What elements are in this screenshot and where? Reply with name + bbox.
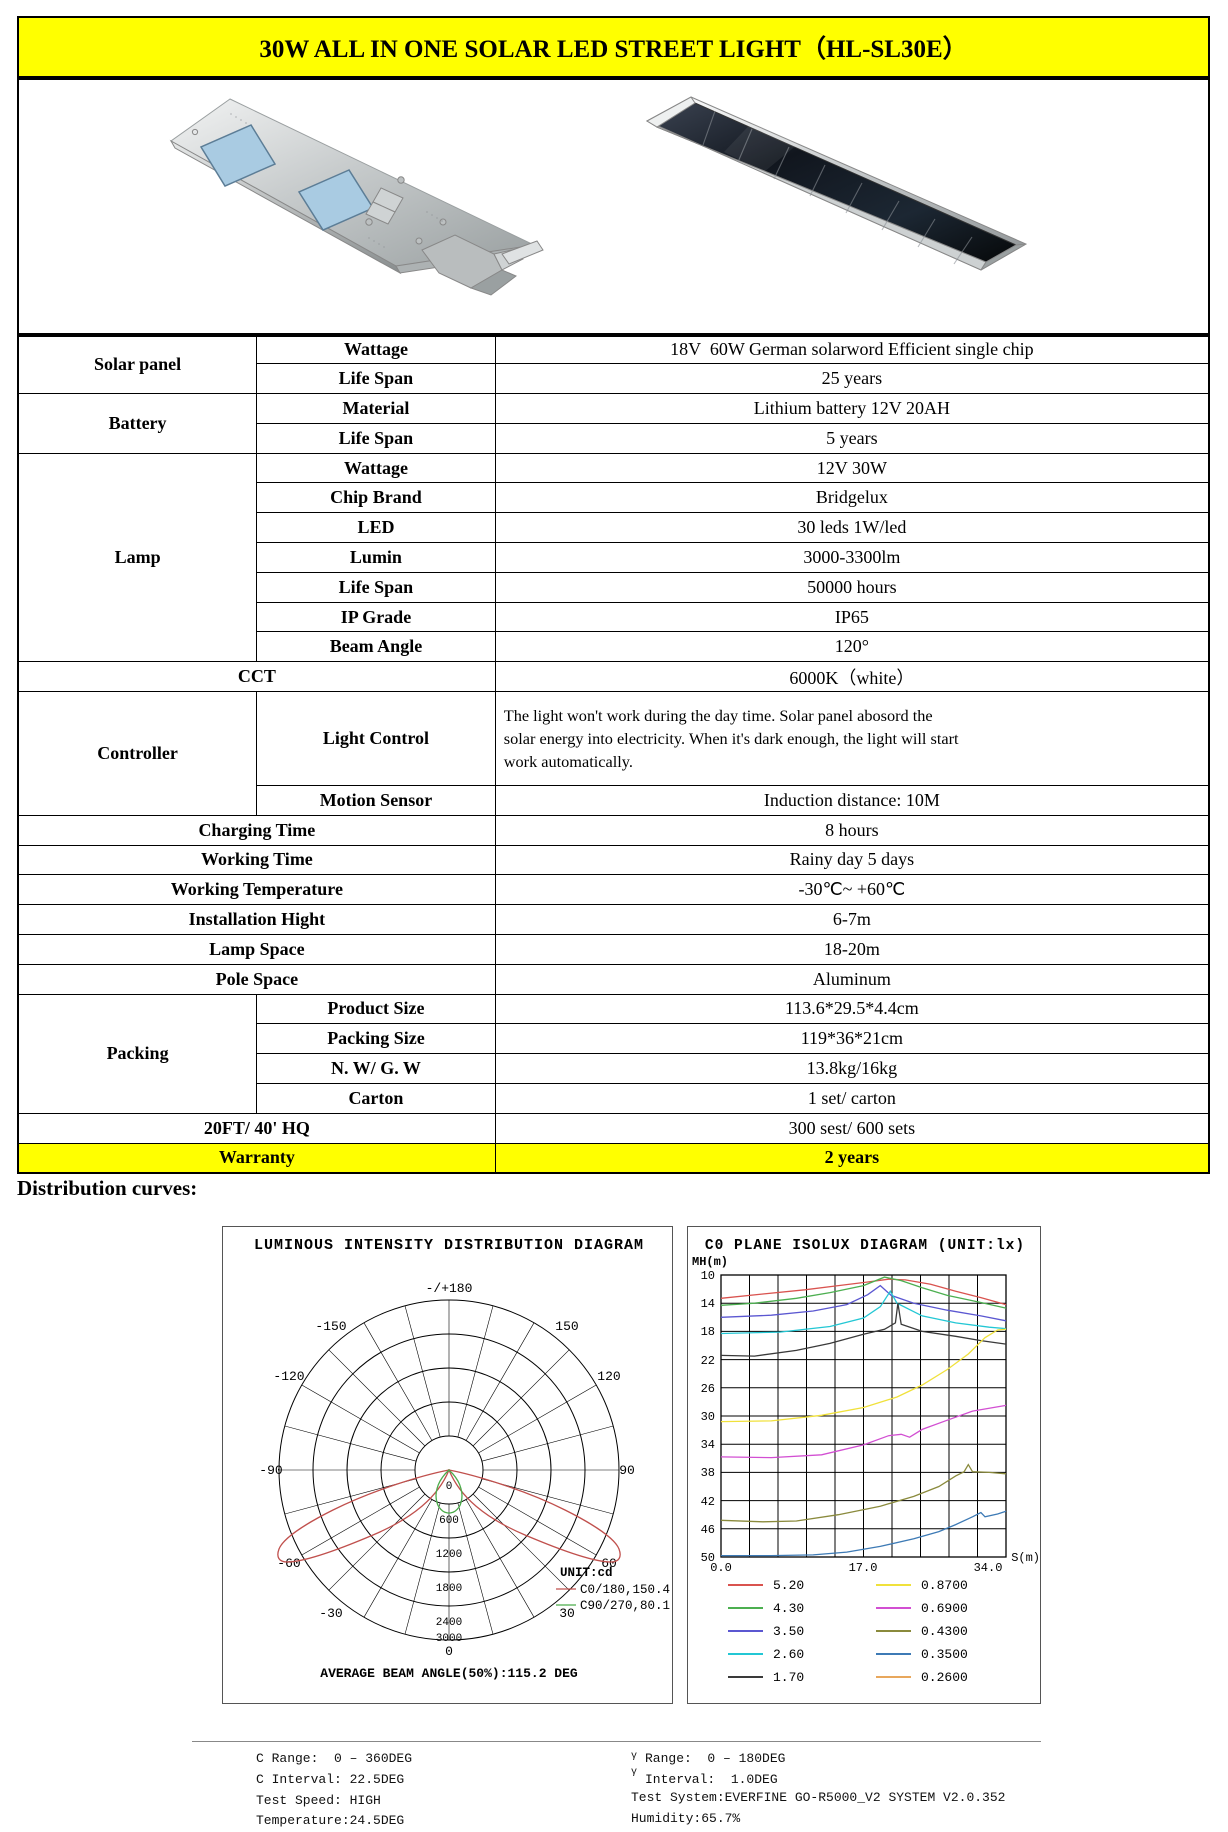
- svg-text:5.20: 5.20: [773, 1578, 804, 1593]
- svg-text:0.6900: 0.6900: [921, 1601, 968, 1616]
- svg-text:-120: -120: [273, 1369, 304, 1384]
- svg-text:0.8700: 0.8700: [921, 1578, 968, 1593]
- svg-text:120: 120: [597, 1369, 620, 1384]
- svg-text:0.0: 0.0: [710, 1561, 732, 1575]
- svg-text:3000: 3000: [436, 1633, 462, 1645]
- svg-text:2400: 2400: [436, 1617, 462, 1629]
- svg-text:1200: 1200: [436, 1549, 462, 1561]
- svg-text:150: 150: [555, 1319, 578, 1334]
- svg-text:34: 34: [701, 1438, 715, 1452]
- svg-text:LUMINOUS INTENSITY DISTRIBUTIO: LUMINOUS INTENSITY DISTRIBUTION DIAGRAM: [254, 1237, 644, 1254]
- svg-text:30: 30: [701, 1410, 715, 1424]
- svg-text:0.3500: 0.3500: [921, 1647, 968, 1662]
- svg-text:0.2600: 0.2600: [921, 1670, 968, 1685]
- svg-text:4.30: 4.30: [773, 1601, 804, 1616]
- svg-text:10: 10: [701, 1269, 715, 1283]
- svg-text:46: 46: [701, 1523, 715, 1537]
- svg-text:42: 42: [701, 1495, 715, 1509]
- svg-text:C0/180,150.4: C0/180,150.4: [580, 1583, 670, 1597]
- svg-text:-/+180: -/+180: [426, 1281, 473, 1296]
- svg-text:30: 30: [559, 1606, 575, 1621]
- svg-text:38: 38: [701, 1466, 715, 1480]
- svg-text:S(m): S(m): [1011, 1551, 1040, 1565]
- svg-text:0: 0: [446, 1481, 453, 1493]
- svg-text:0.4300: 0.4300: [921, 1624, 968, 1639]
- svg-text:C90/270,80.1: C90/270,80.1: [580, 1599, 670, 1613]
- svg-text:-90: -90: [259, 1463, 282, 1478]
- svg-text:17.0: 17.0: [849, 1561, 878, 1575]
- svg-text:0: 0: [445, 1644, 453, 1659]
- svg-text:22: 22: [701, 1354, 715, 1368]
- svg-text:18: 18: [701, 1325, 715, 1339]
- svg-text:34.0: 34.0: [974, 1561, 1003, 1575]
- svg-text:26: 26: [701, 1382, 715, 1396]
- svg-text:UNIT:cd: UNIT:cd: [560, 1566, 613, 1580]
- svg-text:14: 14: [701, 1297, 715, 1311]
- svg-text:600: 600: [439, 1515, 459, 1527]
- svg-text:-30: -30: [319, 1606, 342, 1621]
- svg-text:2.60: 2.60: [773, 1647, 804, 1662]
- svg-text:90: 90: [619, 1463, 635, 1478]
- svg-text:AVERAGE BEAM ANGLE(50%):115.2: AVERAGE BEAM ANGLE(50%):115.2 DEG: [320, 1666, 578, 1681]
- svg-text:C0 PLANE ISOLUX DIAGRAM (UNIT:: C0 PLANE ISOLUX DIAGRAM (UNIT:lx): [705, 1238, 1025, 1254]
- svg-text:-60: -60: [277, 1556, 300, 1571]
- svg-text:1.70: 1.70: [773, 1670, 804, 1685]
- svg-text:3.50: 3.50: [773, 1624, 804, 1639]
- svg-text:1800: 1800: [436, 1583, 462, 1595]
- svg-text:MH(m): MH(m): [692, 1255, 728, 1269]
- svg-text:-150: -150: [315, 1319, 346, 1334]
